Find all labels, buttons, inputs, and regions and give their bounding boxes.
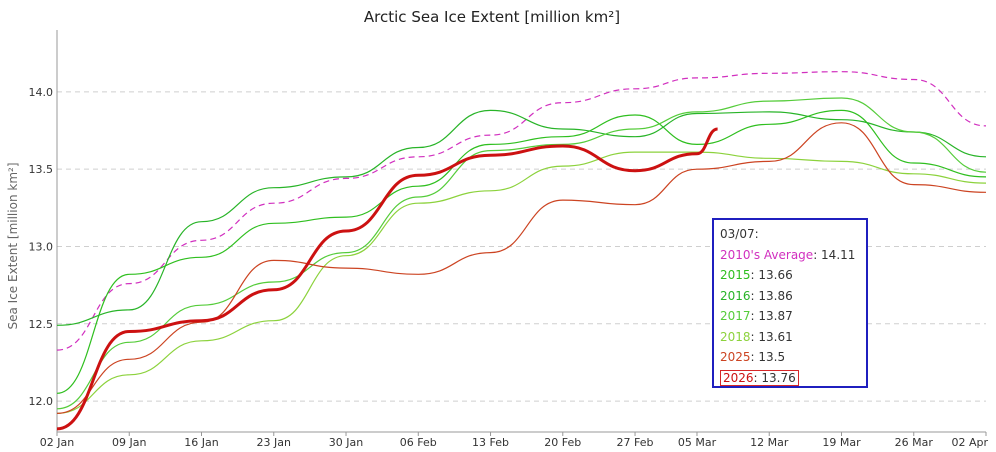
tooltip-series-value: : 13.87 — [750, 309, 793, 323]
x-tick-label: 02 Apr — [951, 436, 988, 449]
tooltip-entry: 2025: 13.5 — [720, 350, 785, 364]
x-tick-label: 05 Mar — [678, 436, 717, 449]
x-tick-label: 23 Jan — [257, 436, 291, 449]
x-ticks: 02 Jan 09 Jan 16 Jan 23 Jan 30 Jan 06 Feb 13 F… — [40, 432, 988, 449]
tooltip-series-value: : 13.61 — [750, 329, 793, 344]
y-tick-label: 13.5 — [29, 163, 54, 176]
tooltip-row: 2017: 13.87 — [720, 306, 860, 327]
series-line-2010-s-average — [56, 71, 987, 351]
series-line-2018 — [56, 151, 987, 414]
y-tick-label: 14.0 — [29, 86, 54, 99]
y-tick-label: 12.0 — [29, 395, 54, 408]
tooltip-series-value: : 13.66 — [750, 268, 793, 282]
tooltip-series-value: : 13.5 — [750, 350, 786, 364]
tooltip-entry: 2016: 13.86 — [720, 289, 793, 303]
tooltip-row: 2025: 13.5 — [720, 347, 860, 368]
tooltip-row: 2018: 13.61 — [720, 327, 860, 348]
hover-tooltip: 03/07: 2010's Average: 14.11 2015: 13.66 2… — [712, 218, 868, 388]
tooltip-row: 2016: 13.86 — [720, 286, 860, 307]
series-line-2015 — [56, 109, 987, 394]
x-tick-label: 12 Mar — [750, 436, 789, 449]
tooltip-row: 2026: 13.76 — [720, 368, 860, 389]
tooltip-entry: 2017: 13.87 — [720, 309, 793, 323]
x-tick-label: 20 Feb — [544, 436, 581, 449]
tooltip-entry: 2010's Average: 14.11 — [720, 248, 855, 262]
x-tick-label: 13 Feb — [472, 436, 509, 449]
x-tick-label: 16 Jan — [184, 436, 218, 449]
tooltip-series-name: 2017 — [720, 309, 751, 323]
x-tick-label: 06 Feb — [400, 436, 437, 449]
tooltip-series-name: 2016 — [720, 288, 751, 303]
x-tick-label: 30 Jan — [329, 436, 363, 449]
tooltip-series-value: : 13.86 — [750, 288, 793, 303]
series-line-2016 — [56, 109, 987, 326]
y-tick-label: 12.5 — [29, 318, 54, 331]
tooltip-entry: 2015: 13.66 — [720, 268, 793, 282]
y-axis-label: Sea Ice Extent [million km²] — [6, 163, 20, 330]
tooltip-series-name: 2010's Average — [720, 247, 814, 262]
tooltip-series-name: 2018 — [720, 329, 751, 344]
tooltip-series-name: 2015 — [720, 268, 751, 282]
tooltip-entry: 2018: 13.61 — [720, 330, 793, 344]
tooltip-series-value: : 13.76 — [753, 370, 796, 385]
tooltip-series-name: 2025 — [720, 350, 751, 364]
x-tick-label: 26 Mar — [895, 436, 934, 449]
series-line-2017 — [56, 97, 987, 410]
y-tick-label: 13.0 — [29, 240, 54, 253]
tooltip-date: 03/07: — [720, 227, 759, 241]
x-tick-label: 19 Mar — [822, 436, 861, 449]
chart-title: Arctic Sea Ice Extent [million km²] — [364, 8, 620, 26]
x-tick-label: 27 Feb — [617, 436, 654, 449]
tooltip-row: 2015: 13.66 — [720, 265, 860, 286]
y-ticks: 12.0 12.5 13.0 13.5 14.0 — [29, 86, 54, 408]
x-tick-label: 09 Jan — [112, 436, 146, 449]
tooltip-series-value: : 14.11 — [813, 247, 856, 262]
x-tick-label: 02 Jan — [40, 436, 74, 449]
series-group — [56, 71, 987, 431]
tooltip-entry: 2026: 13.76 — [720, 369, 799, 386]
tooltip-series-name: 2026 — [723, 370, 754, 385]
series-line-2026 — [56, 127, 719, 431]
tooltip-row: 2010's Average: 14.11 — [720, 245, 860, 266]
grid — [56, 30, 986, 433]
